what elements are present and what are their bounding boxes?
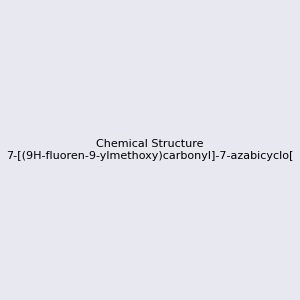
Text: Chemical Structure
7-[(9H-fluoren-9-ylmethoxy)carbonyl]-7-azabicyclo[: Chemical Structure 7-[(9H-fluoren-9-ylme… bbox=[6, 139, 294, 161]
